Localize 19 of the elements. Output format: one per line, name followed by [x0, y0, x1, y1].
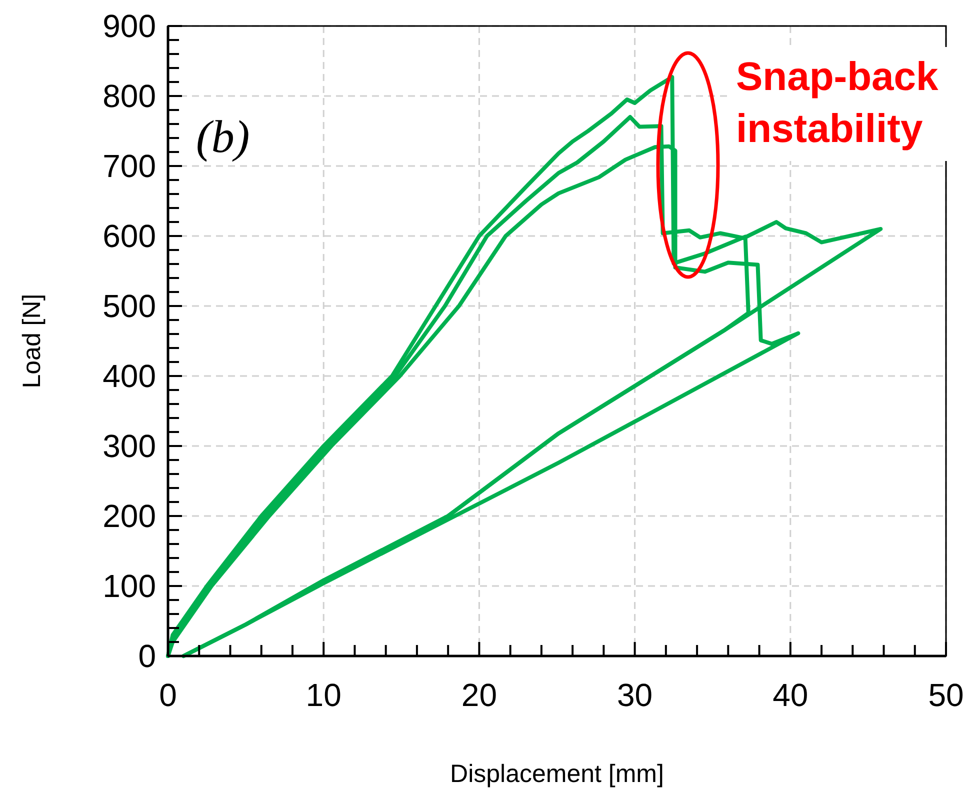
y-tick-label: 300 — [102, 428, 156, 464]
x-tick-label: 10 — [306, 677, 342, 713]
y-tick-label: 400 — [102, 358, 156, 394]
y-tick-label: 200 — [102, 498, 156, 534]
annotation: (b) — [196, 111, 250, 162]
y-tick-label: 800 — [102, 78, 156, 114]
y-tick-label: 900 — [102, 8, 156, 44]
y-axis-title: Load [N] — [18, 294, 46, 388]
x-tick-label: 30 — [617, 677, 653, 713]
y-tick-label: 500 — [102, 288, 156, 324]
y-tick-label: 600 — [102, 218, 156, 254]
x-tick-label: 40 — [772, 677, 808, 713]
y-tick-label: 0 — [138, 638, 156, 674]
x-tick-label: 50 — [928, 677, 964, 713]
annotation: Snap-back instability — [736, 55, 940, 151]
y-tick-label: 100 — [102, 568, 156, 604]
x-tick-label: 20 — [461, 677, 497, 713]
x-axis-title: Displacement [mm] — [450, 760, 664, 788]
y-tick-label: 700 — [102, 148, 156, 184]
